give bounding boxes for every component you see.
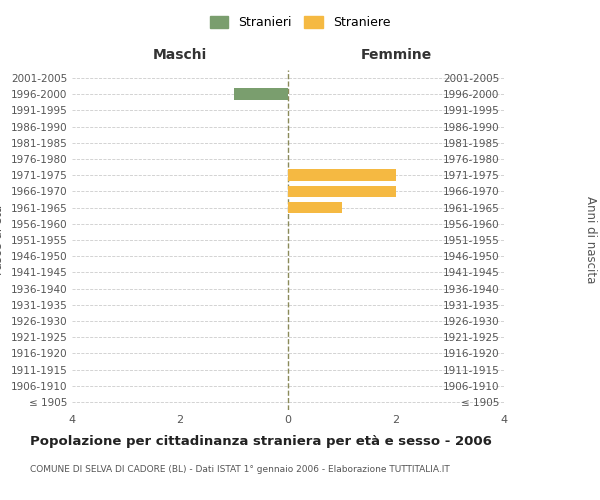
Text: Popolazione per cittadinanza straniera per età e sesso - 2006: Popolazione per cittadinanza straniera p… xyxy=(30,435,492,448)
Bar xyxy=(288,170,396,181)
Text: Anni di nascita: Anni di nascita xyxy=(584,196,597,284)
Bar xyxy=(288,186,396,198)
Text: Femmine: Femmine xyxy=(361,48,431,62)
Legend: Stranieri, Straniere: Stranieri, Straniere xyxy=(205,11,395,34)
Y-axis label: Fasce di età: Fasce di età xyxy=(0,205,5,275)
Bar xyxy=(288,202,342,213)
Text: COMUNE DI SELVA DI CADORE (BL) - Dati ISTAT 1° gennaio 2006 - Elaborazione TUTTI: COMUNE DI SELVA DI CADORE (BL) - Dati IS… xyxy=(30,465,450,474)
Bar xyxy=(234,88,288,100)
Text: Maschi: Maschi xyxy=(153,48,207,62)
